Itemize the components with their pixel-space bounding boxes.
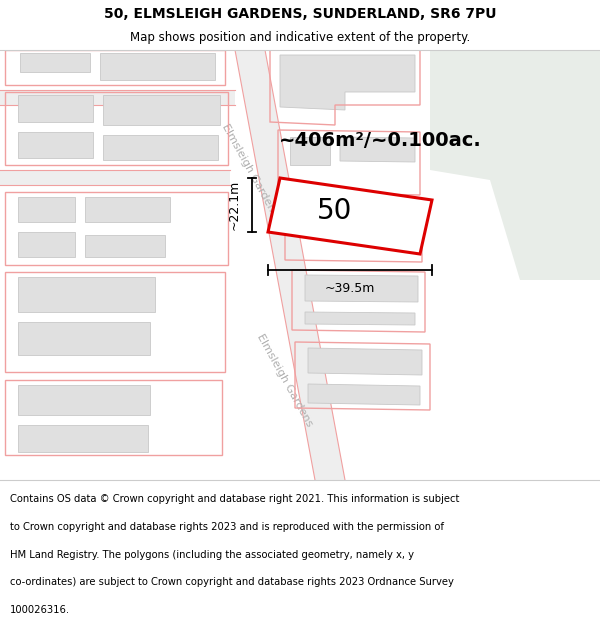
Text: Elmsleigh Gardens: Elmsleigh Gardens	[256, 332, 314, 428]
Polygon shape	[305, 275, 418, 302]
Text: Contains OS data © Crown copyright and database right 2021. This information is : Contains OS data © Crown copyright and d…	[10, 494, 460, 504]
Polygon shape	[308, 348, 422, 375]
Polygon shape	[85, 235, 165, 257]
Polygon shape	[350, 209, 415, 232]
Text: co-ordinates) are subject to Crown copyright and database rights 2023 Ordnance S: co-ordinates) are subject to Crown copyr…	[10, 577, 454, 587]
Polygon shape	[430, 50, 600, 280]
Polygon shape	[103, 95, 220, 125]
Polygon shape	[305, 312, 415, 325]
Polygon shape	[0, 170, 230, 185]
Polygon shape	[290, 137, 330, 165]
Polygon shape	[18, 132, 93, 158]
Text: to Crown copyright and database rights 2023 and is reproduced with the permissio: to Crown copyright and database rights 2…	[10, 522, 444, 532]
Polygon shape	[280, 55, 415, 110]
Text: Map shows position and indicative extent of the property.: Map shows position and indicative extent…	[130, 31, 470, 44]
Text: 50: 50	[317, 197, 353, 225]
Polygon shape	[18, 385, 150, 415]
Polygon shape	[100, 53, 215, 80]
Polygon shape	[235, 50, 345, 480]
Polygon shape	[18, 95, 93, 122]
Polygon shape	[103, 135, 218, 160]
Polygon shape	[20, 53, 90, 72]
Polygon shape	[296, 208, 340, 232]
Polygon shape	[18, 322, 150, 355]
Text: ~39.5m: ~39.5m	[325, 281, 375, 294]
Polygon shape	[18, 425, 148, 452]
Polygon shape	[85, 197, 170, 222]
Polygon shape	[18, 197, 75, 222]
Polygon shape	[340, 137, 415, 162]
Polygon shape	[18, 277, 155, 312]
Text: HM Land Registry. The polygons (including the associated geometry, namely x, y: HM Land Registry. The polygons (includin…	[10, 549, 414, 559]
Text: 50, ELMSLEIGH GARDENS, SUNDERLAND, SR6 7PU: 50, ELMSLEIGH GARDENS, SUNDERLAND, SR6 7…	[104, 7, 496, 21]
Text: ~406m²/~0.100ac.: ~406m²/~0.100ac.	[278, 131, 481, 149]
Text: 100026316.: 100026316.	[10, 605, 70, 615]
Text: ~22.1m: ~22.1m	[227, 180, 241, 230]
Polygon shape	[268, 178, 432, 254]
Polygon shape	[308, 384, 420, 405]
Polygon shape	[18, 232, 75, 257]
Text: Elmsleigh Gardens: Elmsleigh Gardens	[220, 122, 280, 218]
Polygon shape	[0, 90, 235, 105]
